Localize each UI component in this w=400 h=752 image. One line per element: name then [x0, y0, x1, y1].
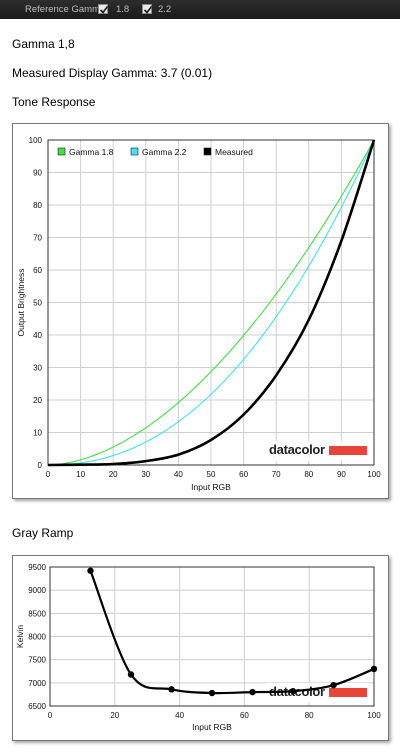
data-point	[249, 688, 256, 696]
gray-ramp-title: Gray Ramp	[12, 526, 74, 540]
gamma-18-checkbox[interactable]	[98, 4, 109, 14]
y-tick-label: 9000	[28, 586, 46, 595]
y-tick-label: 8000	[28, 633, 46, 642]
legend-swatch	[130, 147, 139, 156]
gray-ramp-chart: 0 20 40 60 80 100 6500 7000 7500 8000 8500 9000 9500…	[15, 563, 381, 732]
gray-ramp-chart-box: 0 20 40 60 80 100 6500 7000 7500 8000 8500 9000 9500…	[12, 555, 389, 741]
tone-response-chart: 0 10 20 30 40 50 60 70 80 90 100 0 10 20 30 40 50 60 70 80 9…	[16, 136, 381, 492]
y-tick-label: 50	[33, 299, 42, 308]
tone-response-chart-box: 0 10 20 30 40 50 60 70 80 90 100 0 10 20 30 40 50 60 70 80 9…	[12, 123, 389, 499]
x-tick-label: 80	[304, 470, 313, 479]
legend-swatch	[203, 147, 212, 156]
plot-area-frame	[49, 566, 375, 707]
x-tick-label: 0	[46, 470, 51, 479]
x-tick-label: 100	[367, 470, 381, 479]
y-tick-label: 8500	[28, 609, 46, 618]
toolbar: Reference Gamma: 1.8 2.2	[0, 0, 400, 19]
data-point	[330, 681, 337, 689]
data-point	[208, 689, 216, 697]
gamma-title: Gamma 1,8	[12, 37, 75, 51]
datacolor-logo-bar	[329, 446, 367, 455]
legend-swatch	[57, 147, 66, 156]
x-tick-label: 0	[48, 711, 53, 720]
x-tick-label: 20	[110, 711, 119, 720]
y-tick-label: 7000	[28, 679, 46, 688]
y-tick-label: 80	[33, 201, 42, 210]
x-tick-label: 60	[240, 711, 249, 720]
legend-label: Measured	[215, 147, 253, 157]
gamma-22-checkbox[interactable]	[142, 4, 153, 14]
y-tick-label: 40	[33, 331, 42, 340]
y-tick-label: 90	[33, 169, 42, 178]
x-tick-label: 10	[76, 470, 85, 479]
gamma-22-option-label: 2.2	[158, 4, 172, 15]
x-axis-label: Input RGB	[191, 482, 231, 492]
x-tick-label: 50	[207, 470, 216, 479]
datacolor-logo-text: datacolor	[269, 442, 325, 457]
reference-gamma-label: Reference Gamma:	[25, 4, 108, 15]
y-tick-label: 0	[38, 461, 43, 470]
x-tick-label: 20	[109, 470, 118, 479]
y-axis-label: Kelvin	[15, 625, 25, 648]
checkmark-icon	[99, 6, 109, 14]
data-point	[87, 567, 94, 574]
data-point	[127, 671, 135, 678]
y-tick-label: 70	[33, 234, 42, 243]
y-tick-label: 6500	[28, 702, 46, 711]
y-tick-label: 30	[33, 364, 42, 373]
data-point	[168, 686, 175, 693]
measured-gamma-text: Measured Display Gamma: 3.7 (0.01)	[12, 66, 213, 80]
x-tick-label: 80	[305, 711, 314, 720]
x-tick-label: 60	[239, 470, 248, 479]
datacolor-logo-bar	[329, 688, 367, 697]
tone-response-title: Tone Response	[12, 95, 96, 109]
series-line-2	[47, 139, 376, 467]
y-axis-label: Output Brightness	[16, 268, 26, 336]
gamma-18-option-label: 1.8	[116, 4, 130, 15]
series-line-1	[47, 139, 375, 466]
y-tick-label: 100	[29, 136, 43, 145]
x-tick-label: 30	[141, 470, 150, 479]
x-tick-label: 90	[337, 470, 346, 479]
plot-area-frame	[47, 139, 375, 466]
x-axis-label: Input RGB	[192, 722, 232, 732]
legend-label: Gamma 1.8	[69, 147, 114, 157]
x-tick-label: 40	[174, 470, 183, 479]
y-tick-label: 60	[33, 266, 42, 275]
x-tick-label: 70	[272, 470, 281, 479]
data-point	[289, 687, 297, 695]
series-line-0	[47, 139, 375, 466]
checkmark-icon	[143, 6, 153, 14]
y-tick-label: 20	[33, 396, 42, 405]
y-tick-label: 10	[33, 429, 42, 438]
y-tick-label: 7500	[28, 656, 46, 665]
x-tick-label: 40	[175, 711, 184, 720]
y-tick-label: 9500	[28, 563, 46, 572]
x-tick-label: 100	[367, 711, 381, 720]
legend-label: Gamma 2.2	[142, 147, 187, 157]
data-point	[370, 665, 378, 673]
